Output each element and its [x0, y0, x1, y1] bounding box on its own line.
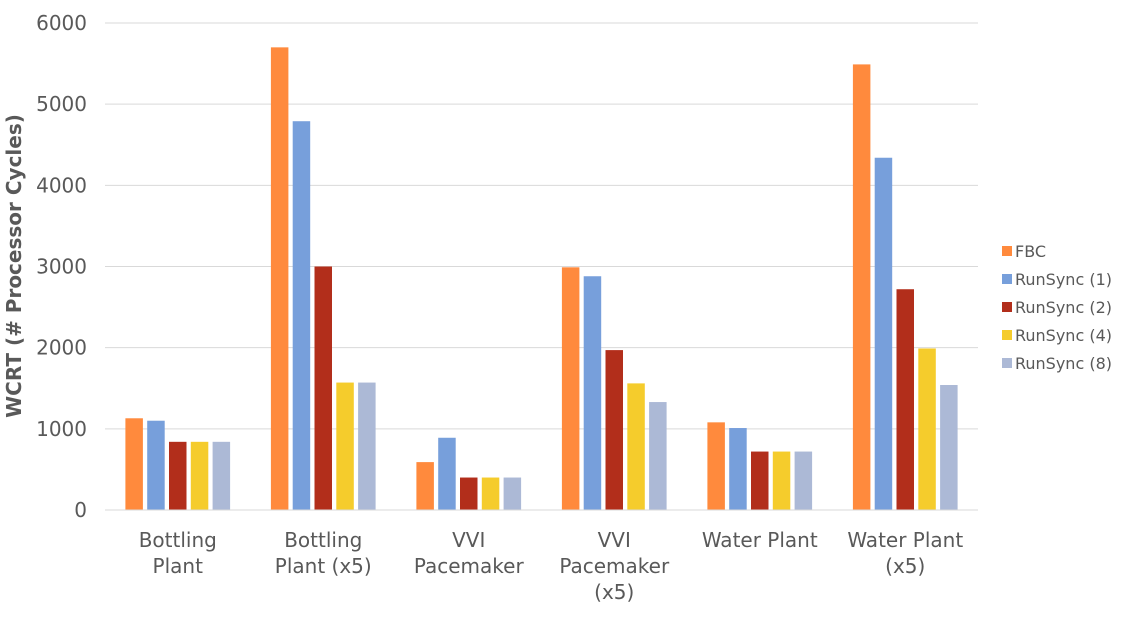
- legend-label: RunSync (4): [1015, 326, 1112, 345]
- bar: [561, 267, 580, 510]
- legend-label: RunSync (2): [1015, 298, 1112, 317]
- bar: [438, 437, 456, 510]
- gridlines: [105, 22, 978, 511]
- bar: [358, 382, 376, 510]
- legend-swatch: [1002, 274, 1012, 284]
- legend-label: FBC: [1015, 242, 1046, 261]
- bar: [772, 451, 791, 510]
- bar: [627, 383, 645, 510]
- legend: FBC RunSync (1) RunSync (2) RunSync (4) RunS…: [1002, 242, 1112, 373]
- legend-label: RunSync (8): [1015, 354, 1112, 373]
- x-tick-label: Water Plant: [702, 528, 818, 552]
- bar: [503, 477, 522, 510]
- bar: [416, 462, 434, 510]
- bar: [460, 477, 478, 510]
- y-tick-label: 0: [74, 498, 87, 522]
- bar: [190, 441, 209, 510]
- x-tick-label: VVI Pacemaker (x5): [559, 528, 670, 604]
- bar: [147, 420, 165, 510]
- bar: [940, 385, 958, 510]
- y-tick-label: 3000: [36, 255, 87, 279]
- bar: [336, 382, 354, 510]
- bar: [125, 418, 143, 510]
- x-tick-label: VVI Pacemaker: [414, 528, 525, 578]
- y-tick-label: 5000: [36, 92, 87, 116]
- bar: [583, 276, 602, 510]
- bar: [292, 121, 311, 510]
- legend-swatch: [1002, 330, 1012, 340]
- legend-swatch: [1002, 302, 1012, 312]
- bar: [896, 289, 914, 510]
- bar: [649, 402, 667, 510]
- bar: [605, 350, 623, 510]
- bar: [169, 441, 187, 510]
- y-tick-label: 4000: [36, 173, 87, 197]
- x-tick-label: Water Plant (x5): [847, 528, 963, 578]
- bar: [794, 451, 813, 510]
- bar: [212, 441, 231, 510]
- axes: 0 1000 2000 3000 4000 5000 6000 Bottling Plant Bo…: [36, 11, 978, 604]
- y-tick-label: 6000: [36, 11, 87, 35]
- y-axis-title: WCRT (# Processor Cycles): [2, 114, 26, 418]
- x-tick-label: Bottling Plant: [139, 528, 217, 578]
- bar: [481, 477, 500, 510]
- bar: [707, 422, 725, 510]
- bar: [874, 157, 893, 510]
- legend-label: RunSync (1): [1015, 270, 1112, 289]
- y-tick-label: 2000: [36, 336, 87, 360]
- x-tick-label: Bottling Plant (x5): [275, 528, 372, 578]
- bar: [751, 451, 769, 510]
- legend-swatch: [1002, 246, 1012, 256]
- y-tick-label: 1000: [36, 417, 87, 441]
- bar: [729, 428, 747, 510]
- bar: [270, 47, 289, 510]
- bar: [918, 348, 936, 510]
- bar: [852, 64, 871, 511]
- bar: [314, 266, 332, 510]
- bars: [125, 47, 958, 511]
- legend-swatch: [1002, 358, 1012, 368]
